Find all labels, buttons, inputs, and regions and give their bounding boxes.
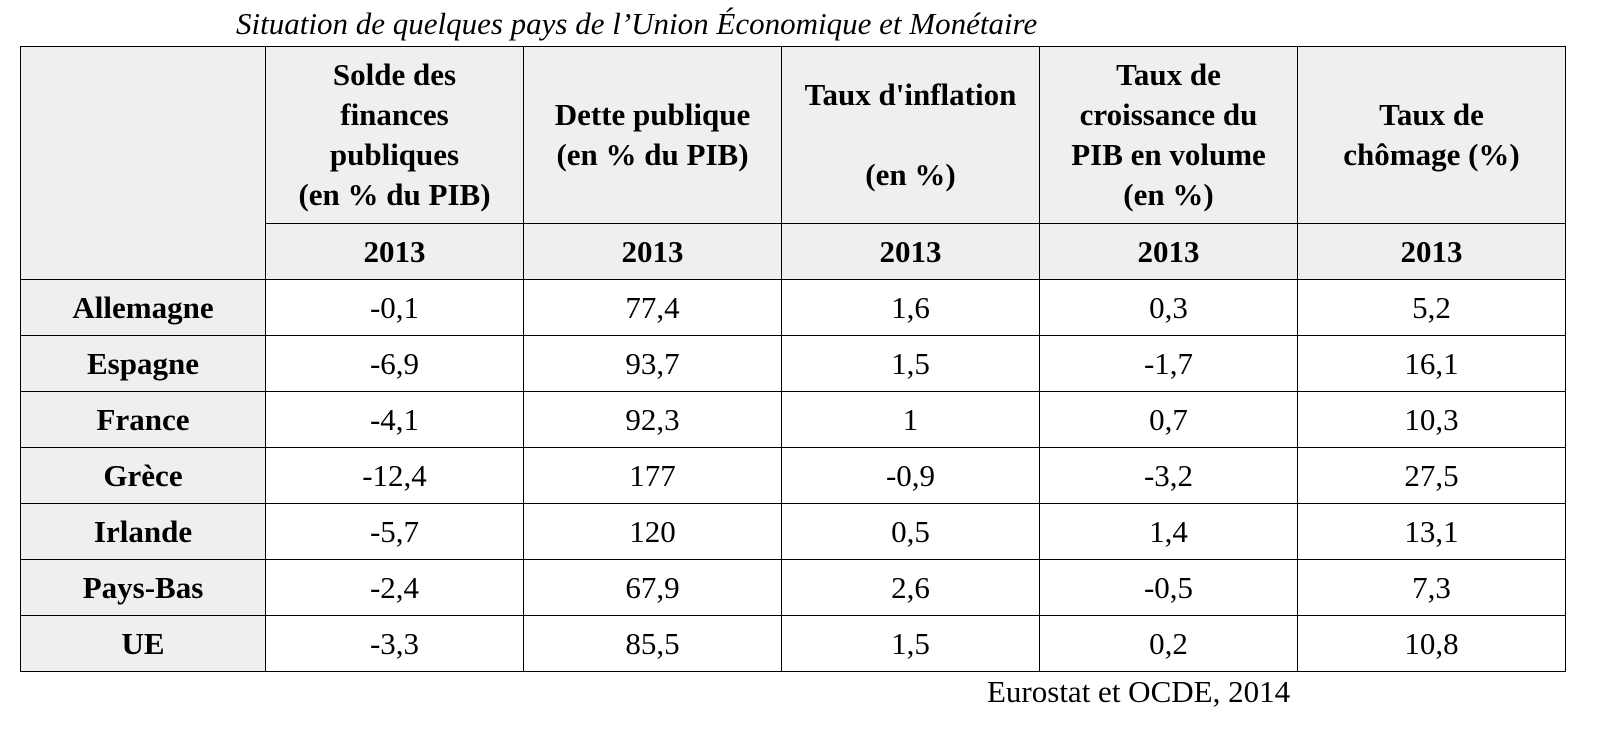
value-cell: 2,6 bbox=[781, 559, 1040, 616]
value-cell: 1,5 bbox=[781, 335, 1040, 392]
value-cell: -3,2 bbox=[1039, 447, 1298, 504]
year-cell: 2013 bbox=[523, 223, 782, 280]
value-cell: 13,1 bbox=[1297, 503, 1566, 560]
table-row: Pays-Bas -2,4 67,9 2,6 -0,5 7,3 bbox=[20, 559, 1566, 616]
header-row: Solde des finances publiques (en % du PI… bbox=[20, 46, 1566, 280]
table-row: Allemagne -0,1 77,4 1,6 0,3 5,2 bbox=[20, 279, 1566, 336]
table-row: Irlande -5,7 120 0,5 1,4 13,1 bbox=[20, 503, 1566, 560]
column-header: Taux d'inflation (en %) bbox=[781, 46, 1040, 224]
year-cell: 2013 bbox=[1297, 223, 1566, 280]
country-cell: Irlande bbox=[20, 503, 266, 560]
value-cell: -0,1 bbox=[265, 279, 524, 336]
value-cell: -0,9 bbox=[781, 447, 1040, 504]
country-cell: Allemagne bbox=[20, 279, 266, 336]
value-cell: 10,8 bbox=[1297, 615, 1566, 672]
table-row: UE -3,3 85,5 1,5 0,2 10,8 bbox=[20, 615, 1566, 672]
value-cell: 1,4 bbox=[1039, 503, 1298, 560]
value-cell: -5,7 bbox=[265, 503, 524, 560]
value-cell: 1,5 bbox=[781, 615, 1040, 672]
corner-cell bbox=[20, 46, 266, 280]
value-cell: 0,7 bbox=[1039, 391, 1298, 448]
data-table: Solde des finances publiques (en % du PI… bbox=[20, 46, 1566, 672]
value-cell: 5,2 bbox=[1297, 279, 1566, 336]
country-cell: Espagne bbox=[20, 335, 266, 392]
value-cell: 67,9 bbox=[523, 559, 782, 616]
value-cell: -1,7 bbox=[1039, 335, 1298, 392]
value-cell: -0,5 bbox=[1039, 559, 1298, 616]
value-cell: 93,7 bbox=[523, 335, 782, 392]
country-cell: France bbox=[20, 391, 266, 448]
country-cell: Pays-Bas bbox=[20, 559, 266, 616]
column-header: Solde des finances publiques (en % du PI… bbox=[265, 46, 524, 224]
year-cell: 2013 bbox=[1039, 223, 1298, 280]
country-cell: UE bbox=[20, 615, 266, 672]
value-cell: 92,3 bbox=[523, 391, 782, 448]
value-cell: 10,3 bbox=[1297, 391, 1566, 448]
source-note: Eurostat et OCDE, 2014 bbox=[987, 674, 1291, 709]
year-row: 2013 2013 2013 2013 2013 bbox=[21, 223, 1566, 280]
value-cell: 16,1 bbox=[1297, 335, 1566, 392]
value-cell: -4,1 bbox=[265, 391, 524, 448]
value-cell: 1,6 bbox=[781, 279, 1040, 336]
value-cell: -2,4 bbox=[265, 559, 524, 616]
table-row: France -4,1 92,3 1 0,7 10,3 bbox=[20, 391, 1566, 448]
table-row: Grèce -12,4 177 -0,9 -3,2 27,5 bbox=[20, 447, 1566, 504]
column-header: Taux de croissance du PIB en volume (en … bbox=[1039, 46, 1298, 224]
value-cell: 27,5 bbox=[1297, 447, 1566, 504]
value-cell: 120 bbox=[523, 503, 782, 560]
value-cell: 77,4 bbox=[523, 279, 782, 336]
value-cell: -12,4 bbox=[265, 447, 524, 504]
table-row: Espagne -6,9 93,7 1,5 -1,7 16,1 bbox=[20, 335, 1566, 392]
value-cell: 85,5 bbox=[523, 615, 782, 672]
table-title: Situation de quelques pays de l’Union Éc… bbox=[236, 6, 1038, 41]
value-cell: 1 bbox=[781, 391, 1040, 448]
year-cell: 2013 bbox=[265, 223, 524, 280]
value-cell: 0,5 bbox=[781, 503, 1040, 560]
year-cell: 2013 bbox=[781, 223, 1040, 280]
value-cell: 0,3 bbox=[1039, 279, 1298, 336]
value-cell: -3,3 bbox=[265, 615, 524, 672]
column-header: Dette publique (en % du PIB) bbox=[523, 46, 782, 224]
value-cell: 7,3 bbox=[1297, 559, 1566, 616]
value-cell: -6,9 bbox=[265, 335, 524, 392]
column-header: Taux de chômage (%) bbox=[1297, 46, 1566, 224]
value-cell: 177 bbox=[523, 447, 782, 504]
country-cell: Grèce bbox=[20, 447, 266, 504]
value-cell: 0,2 bbox=[1039, 615, 1298, 672]
